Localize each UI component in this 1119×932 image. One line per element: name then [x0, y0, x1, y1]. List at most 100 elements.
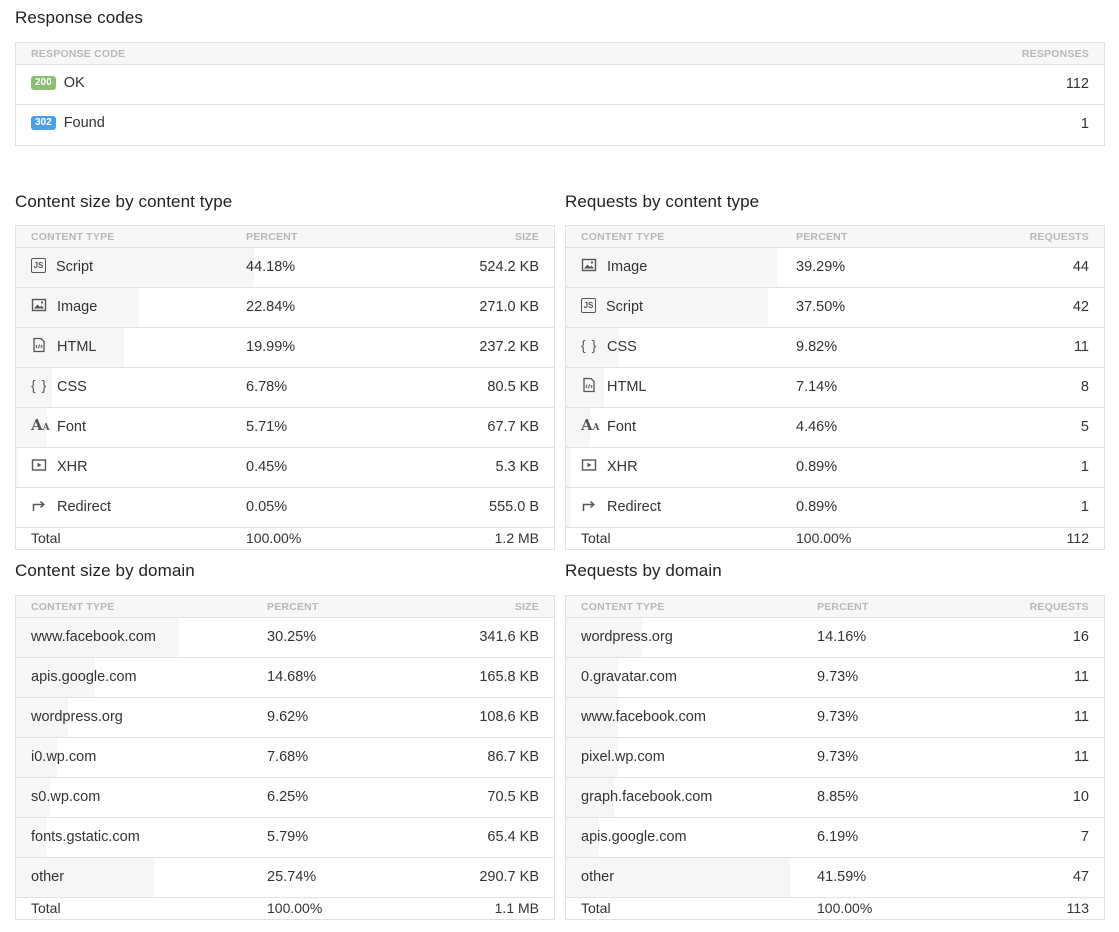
row-label: other [581, 869, 615, 885]
font-icon: AA [31, 416, 50, 435]
percent-bar [566, 858, 790, 897]
row-label-cell: AA Font [581, 417, 637, 435]
row-label-cell: wordpress.org [31, 709, 123, 725]
css-icon: { } [581, 337, 598, 354]
percent-bar [16, 738, 57, 777]
row-label-cell: apis.google.com [581, 829, 687, 845]
table-row: other 41.59% 47 [566, 858, 1104, 898]
row-label: apis.google.com [581, 829, 687, 845]
row-label: fonts.gstatic.com [31, 829, 140, 845]
row-label-cell: s0.wp.com [31, 789, 100, 805]
image-icon [31, 297, 47, 313]
percent-bar [16, 658, 95, 697]
row-percent: 39.29% [796, 259, 846, 275]
response-codes-title: Response codes [15, 8, 144, 27]
size-by-type-title: Content size by content type [15, 192, 233, 211]
script-icon: JS [31, 257, 46, 273]
row-percent: 9.73% [817, 749, 859, 765]
row-label: Image [57, 299, 98, 315]
table-row: 0.gravatar.com 9.73% 11 [566, 658, 1104, 698]
row-value: 237.2 KB [479, 339, 539, 355]
row-percent: 14.68% [267, 669, 317, 685]
percent-bar [16, 618, 179, 657]
html-icon [31, 337, 47, 353]
row-label-cell: XHR [581, 459, 638, 475]
table-total-row: Total 100.00% 113 [566, 898, 1104, 919]
response-code-cell: 200 OK [31, 75, 85, 92]
table-row: XHR 0.89% 1 [566, 448, 1104, 488]
row-label: Script [606, 299, 644, 315]
row-value: 555.0 B [489, 499, 539, 515]
row-value: 11 [1073, 709, 1089, 725]
total-percent: 100.00% [817, 900, 873, 916]
row-label-cell: graph.facebook.com [581, 789, 712, 805]
percent-bar [566, 328, 619, 367]
table-row: apis.google.com 14.68% 165.8 KB [16, 658, 554, 698]
row-label: apis.google.com [31, 669, 137, 685]
table-header: CONTENT TYPE PERCENT REQUESTS [566, 226, 1104, 248]
row-percent: 0.45% [246, 459, 288, 475]
row-label: Script [56, 259, 94, 275]
row-value: 1 [1080, 459, 1089, 475]
row-label-cell: HTML [581, 378, 646, 395]
header-percent: PERCENT [817, 601, 869, 613]
row-label: Image [607, 259, 648, 275]
table-row: AA Font 4.46% 5 [566, 408, 1104, 448]
percent-bar [16, 248, 254, 287]
row-label: other [31, 869, 65, 885]
row-value: 11 [1073, 339, 1089, 355]
row-label: HTML [57, 339, 97, 355]
header-response-code: RESPONSE CODE [31, 48, 126, 60]
percent-bar [566, 658, 618, 697]
total-label: Total [31, 530, 61, 546]
row-label-cell: fonts.gstatic.com [31, 829, 140, 845]
row-percent: 7.14% [796, 379, 838, 395]
row-value: 86.7 KB [487, 749, 539, 765]
percent-bar [16, 818, 47, 857]
row-percent: 5.79% [267, 829, 309, 845]
total-value: 1.2 MB [494, 530, 539, 546]
row-label: pixel.wp.com [581, 749, 665, 765]
row-percent: 4.46% [796, 419, 838, 435]
percent-bar [566, 448, 571, 487]
table-header: CONTENT TYPE PERCENT SIZE [16, 226, 554, 248]
total-percent: 100.00% [246, 530, 302, 546]
percent-bar [16, 778, 50, 817]
xhr-icon [581, 457, 597, 473]
total-percent: 100.00% [267, 900, 323, 916]
total-label: Total [31, 900, 61, 916]
row-value: 16 [1072, 629, 1089, 645]
percent-bar [566, 778, 614, 817]
percent-bar [16, 368, 52, 407]
percent-bar [566, 408, 590, 447]
header-value: SIZE [514, 601, 539, 613]
row-label: Font [607, 419, 637, 435]
table-row: other 25.74% 290.7 KB [16, 858, 554, 898]
percent-bar [16, 408, 47, 447]
row-label-cell: Redirect [31, 499, 111, 515]
row-percent: 14.16% [817, 629, 867, 645]
row-label-cell: JS Script [581, 297, 644, 315]
header-value: REQUESTS [1029, 601, 1089, 613]
status-label: Found [63, 115, 105, 131]
css-icon: { } [31, 377, 48, 394]
row-value: 165.8 KB [479, 669, 539, 685]
requests-by-type-title: Requests by content type [565, 192, 760, 211]
table-row: i0.wp.com 7.68% 86.7 KB [16, 738, 554, 778]
row-percent: 19.99% [246, 339, 296, 355]
table-row: wordpress.org 9.62% 108.6 KB [16, 698, 554, 738]
row-value: 42 [1072, 299, 1089, 315]
row-value: 47 [1072, 869, 1089, 885]
row-label-cell: { } CSS [31, 377, 87, 395]
row-value: 8 [1080, 379, 1089, 395]
row-percent: 6.78% [246, 379, 288, 395]
row-label-cell: pixel.wp.com [581, 749, 665, 765]
image-icon [581, 257, 597, 273]
row-value: 67.7 KB [487, 419, 539, 435]
header-percent: PERCENT [246, 231, 298, 243]
row-value: 44 [1072, 259, 1089, 275]
row-percent: 6.25% [267, 789, 309, 805]
header-value: SIZE [514, 231, 539, 243]
table-row: graph.facebook.com 8.85% 10 [566, 778, 1104, 818]
row-label: XHR [57, 459, 88, 475]
